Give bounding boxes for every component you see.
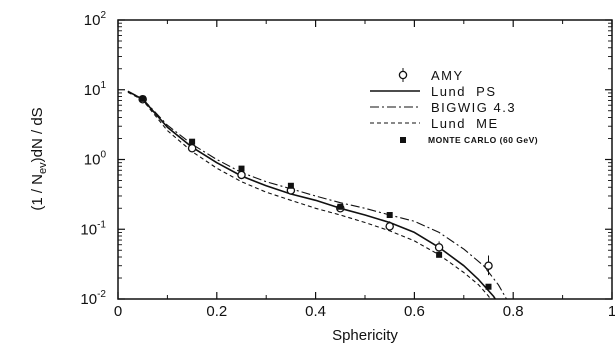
y-tick-label: 10-2	[80, 289, 106, 308]
data-point-monte-carlo-60-gev	[287, 182, 294, 189]
curve-bigwig-4-3	[127, 90, 508, 299]
y-tick-label: 100	[84, 150, 107, 169]
x-axis-label: Sphericity	[332, 327, 398, 344]
model-curves	[127, 90, 508, 299]
y-tick-label: 101	[84, 80, 107, 99]
y-tick-label: 102	[84, 10, 107, 29]
y-axis-label-part-b: )dN / dS	[29, 107, 46, 162]
data-point-monte-carlo-60-gev	[189, 138, 196, 145]
data-points	[138, 95, 493, 290]
data-point-monte-carlo-60-gev	[436, 251, 443, 258]
data-point-amy	[385, 222, 394, 231]
x-tick-label: 0.4	[305, 303, 326, 320]
y-axis-label-part-a: (1 / N	[29, 174, 46, 211]
curve-lund-ps	[127, 90, 497, 299]
x-tick-label: 0.2	[206, 303, 227, 320]
x-tick-label: 0.8	[503, 303, 524, 320]
data-point-amy	[484, 261, 493, 270]
data-point-monte-carlo-60-gev	[337, 203, 344, 210]
legend-label-amy: AMY	[431, 68, 464, 83]
data-point-monte-carlo-60-gev	[485, 283, 492, 290]
x-tick-label: 1	[608, 303, 615, 320]
y-axis-label-sub: ev	[37, 162, 49, 174]
legend-label-bigwig: BIGWIG 4.3	[431, 100, 516, 115]
data-point-amy	[187, 143, 197, 153]
data-point-monte-carlo-60-gev	[386, 212, 393, 219]
legend-marker-monte-carlo	[400, 137, 406, 143]
y-axis-label: (1 / Nev)dN / dS	[29, 107, 49, 210]
y-tick-label: 10-1	[80, 219, 106, 238]
data-point-amy	[434, 243, 444, 252]
legend-marker-amy	[398, 68, 408, 82]
data-point-monte-carlo-60-gev	[238, 165, 245, 172]
legend: AMY Lund PS BIGWIG 4.3 Lund ME MONTE CAR…	[370, 68, 538, 145]
x-tick-label: 0	[114, 303, 122, 320]
plot-frame	[117, 19, 613, 300]
axis-ticks: 0 0.2 0.4 0.6 0.8 1 10-2 10-1 100 101 102	[80, 10, 615, 320]
legend-label-lund-me: Lund ME	[431, 116, 499, 131]
data-point-monte-carlo-60-gev	[139, 95, 146, 102]
legend-label-monte-carlo: MONTE CARLO (60 GeV)	[428, 135, 538, 145]
legend-label-lund-ps: Lund PS	[431, 84, 497, 99]
x-tick-label: 0.6	[404, 303, 425, 320]
data-point-amy	[237, 170, 246, 180]
